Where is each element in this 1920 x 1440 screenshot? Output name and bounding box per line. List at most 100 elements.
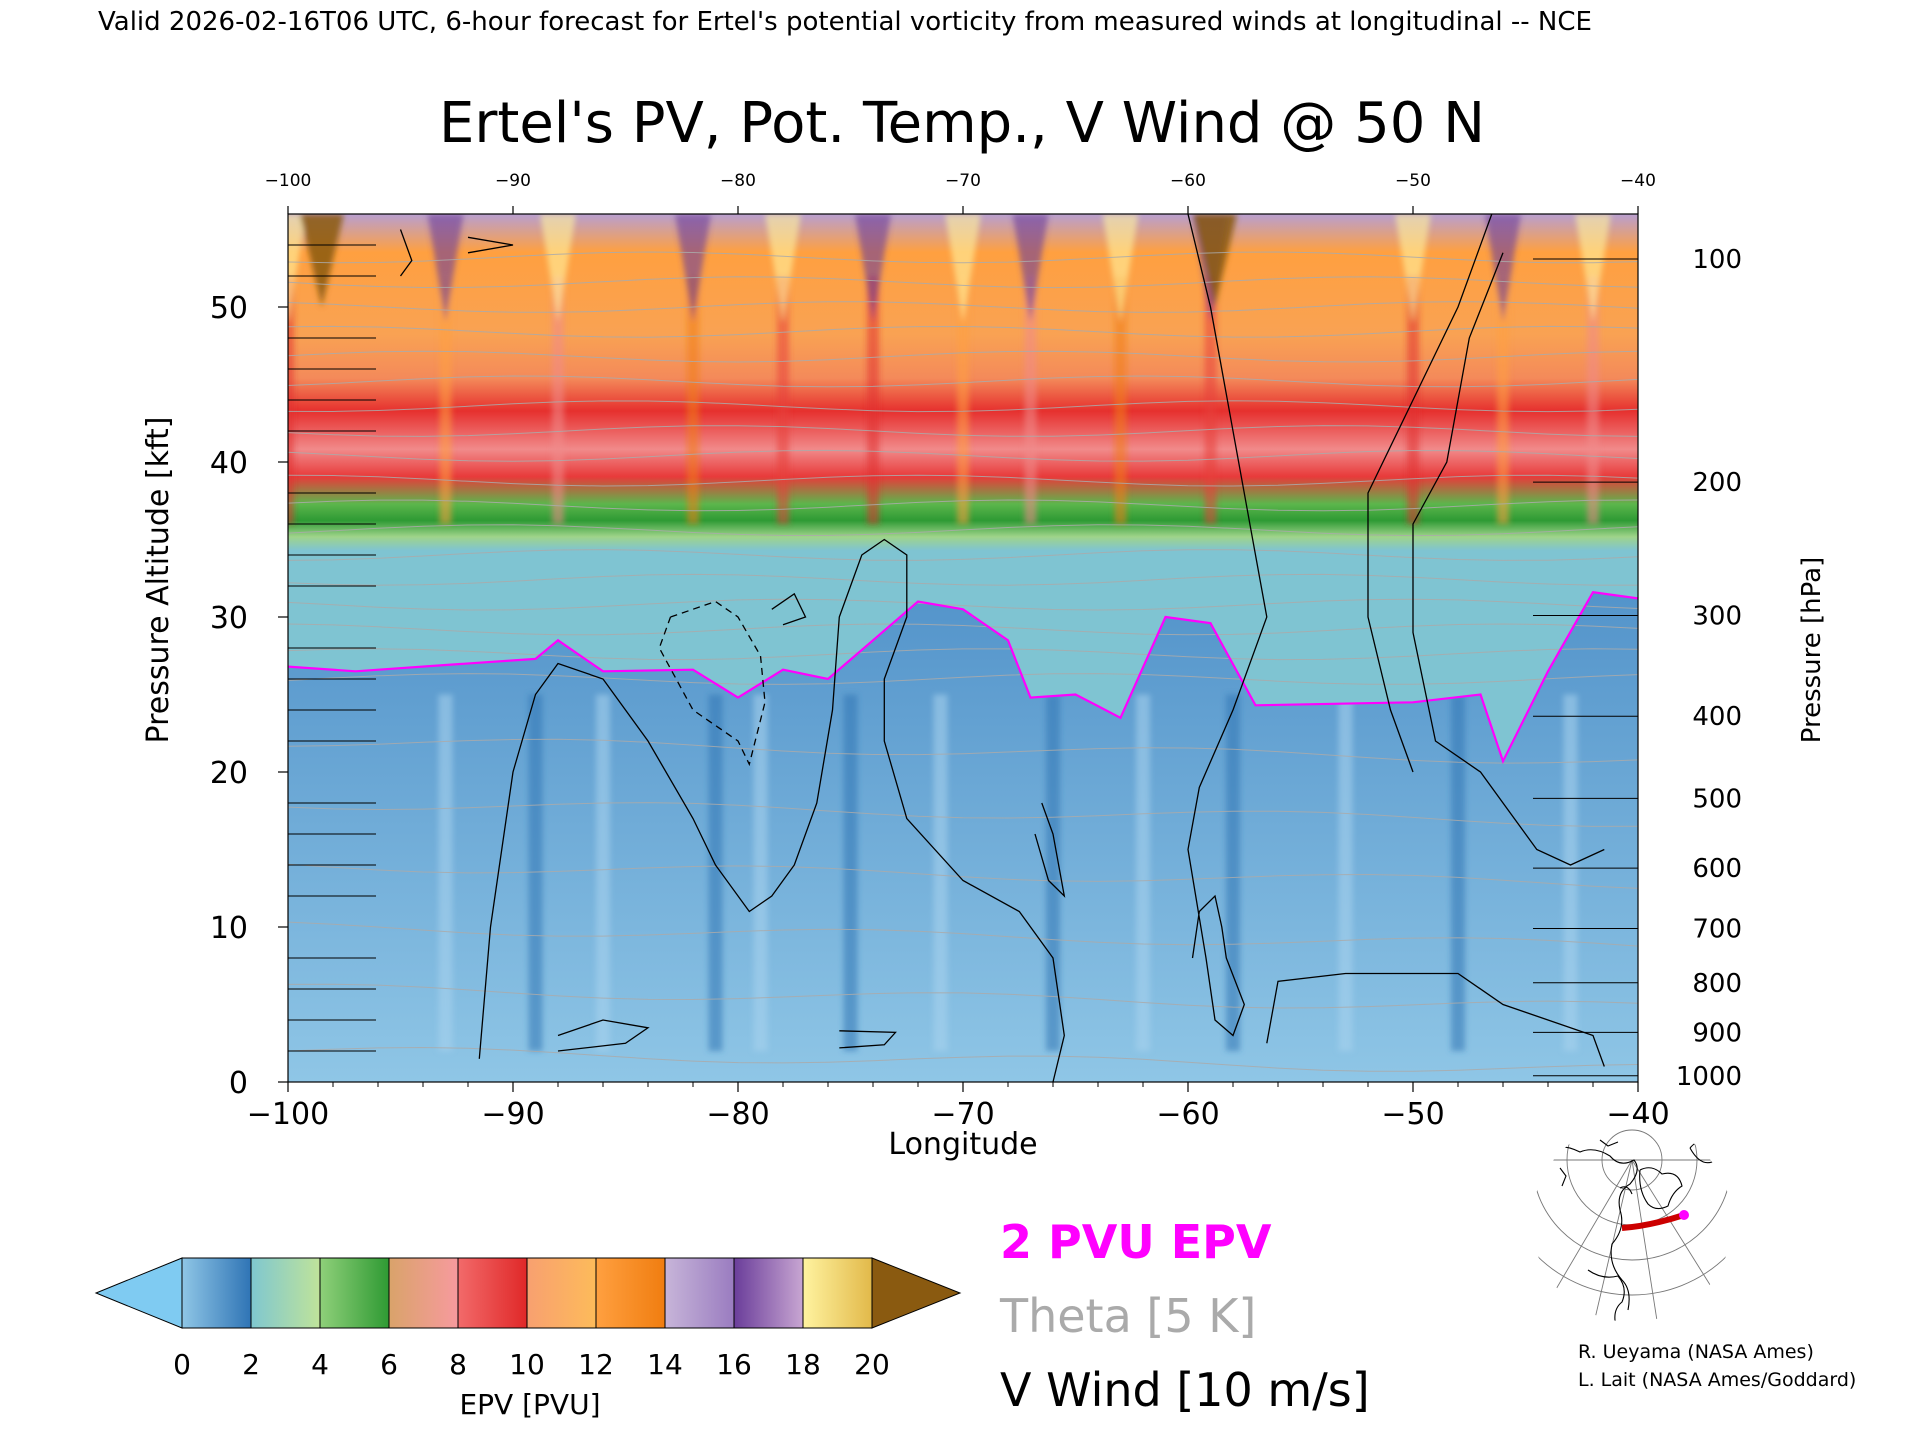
pv-streak: [1395, 214, 1431, 323]
x-top-tick-label: −70: [945, 171, 981, 191]
theta-line: [288, 921, 1638, 947]
colorbar-tick-label: 2: [242, 1348, 260, 1381]
theta-line: [288, 449, 1638, 462]
x-tick-label: −80: [706, 1097, 769, 1132]
colorbar-tick-label: 8: [449, 1348, 467, 1381]
tropo-streak: [1563, 694, 1578, 1051]
y2-axis-label: Pressure [hPa]: [1797, 557, 1827, 744]
tropo-streak: [708, 694, 723, 1051]
colorbar: 0 2 4 6 8 10 12 14 16 18 20: [94, 1257, 962, 1381]
stratosphere-streaks: [288, 214, 1611, 524]
pv-streak: [1204, 276, 1217, 524]
x-tick-label: −70: [931, 1097, 994, 1132]
v-wind-contour: [839, 1030, 897, 1049]
v-wind-contour: [478, 538, 1065, 1082]
credit-line-1: R. Ueyama (NASA Ames): [1578, 1341, 1814, 1363]
pv-streak: [427, 214, 464, 323]
theta-line: [288, 983, 1638, 1009]
colorbar-label: EPV [PVU]: [459, 1388, 600, 1421]
pv-field: [288, 214, 1638, 1082]
credit-line-2: L. Lait (NASA Ames/Goddard): [1578, 1369, 1856, 1391]
pv-streak: [1012, 214, 1049, 323]
colorbar-segment: [733, 1257, 804, 1329]
colorbar-tick-label: 18: [785, 1348, 821, 1381]
v-wind-contour: [467, 236, 514, 254]
map-section-line: [1621, 1212, 1685, 1231]
theta-line: [288, 499, 1638, 512]
pv-streak: [439, 276, 452, 524]
x-tick-label: −90: [481, 1097, 544, 1132]
pv-streak: [777, 276, 789, 524]
chart-title: Ertel's PV, Pot. Temp., V Wind @ 50 N: [439, 91, 1485, 156]
tropo-streak: [1136, 694, 1150, 1051]
colorbar-tick-label: 20: [854, 1348, 890, 1381]
x-axis-label: Longitude: [888, 1127, 1037, 1162]
colorbar-tick-label: 12: [578, 1348, 614, 1381]
v-wind-contour: [771, 592, 807, 626]
pv-2pvu-contour: [288, 591, 1638, 765]
inset-map: [1532, 1122, 1732, 1322]
x-top-tick-label: −40: [1620, 171, 1656, 191]
y-tick-label: 50: [210, 291, 248, 326]
pv-streak: [687, 276, 699, 524]
theta-line: [288, 1046, 1638, 1072]
tropo-streak: [1046, 694, 1060, 1051]
pressure-tick-label: 100: [1692, 245, 1742, 275]
colorbar-tick-label: 10: [509, 1348, 545, 1381]
colorbar-tick-label: 14: [647, 1348, 683, 1381]
y-tick-label: 0: [229, 1066, 248, 1101]
tropo-streak: [596, 694, 610, 1051]
colorbar-tick-label: 16: [716, 1348, 752, 1381]
colorbar-segment: [664, 1257, 735, 1329]
y-tick-label: 20: [210, 756, 248, 791]
colorbar-segment: [388, 1257, 459, 1329]
pressure-tick-label: 300: [1692, 601, 1742, 631]
theta-line: [288, 802, 1638, 827]
colorbar-tick-label: 6: [380, 1348, 398, 1381]
pressure-tick-label: 800: [1692, 969, 1742, 999]
tropo-streak: [1226, 694, 1240, 1051]
tropo-streak: [933, 694, 948, 1051]
colorbar-over-arrow: [871, 1257, 962, 1329]
colorbar-segment: [181, 1257, 252, 1329]
tropo-streak: [753, 694, 768, 1051]
theta-line: [288, 325, 1638, 338]
pressure-tick-label: 200: [1692, 468, 1742, 498]
valid-header: Valid 2026-02-16T06 UTC, 6-hour forecast…: [98, 7, 1592, 37]
theta-line: [288, 251, 1638, 264]
v-wind-contour: [1367, 214, 1493, 773]
pv-streak: [552, 276, 564, 524]
pressure-tick-label: 700: [1692, 915, 1742, 945]
tropo-streak: [1451, 694, 1465, 1051]
theta-line: [288, 276, 1638, 289]
theta-contours: [288, 251, 1638, 1072]
pv-streak: [945, 214, 981, 323]
pressure-tick-label: 600: [1692, 854, 1742, 884]
axes: −100 −100 −90 −90 −80 −80 −70 −70 −60 −60 −50 −50 −4…: [210, 171, 1742, 1132]
y-tick-label: 40: [210, 446, 248, 481]
colorbar-segment: [802, 1257, 873, 1329]
pv-streak: [1485, 214, 1521, 323]
x-top-tick-label: −90: [495, 171, 531, 191]
pv-streak: [1587, 276, 1599, 524]
pv-streak-high: [299, 214, 344, 307]
v-wind-contour: [658, 600, 766, 767]
colorbar-segment: [250, 1257, 321, 1329]
x-top-tick-label: −50: [1395, 171, 1431, 191]
theta-line: [288, 648, 1638, 661]
tropo-streak: [1338, 694, 1353, 1051]
theta-line: [288, 425, 1638, 437]
theta-line: [288, 474, 1638, 487]
x-top-tick-label: −60: [1170, 171, 1206, 191]
troposphere-streaks: [438, 694, 1578, 1051]
tropo-streak: [843, 694, 858, 1051]
legend-item-vwind: V Wind [10 m/s]: [1000, 1363, 1370, 1417]
pv-streak: [957, 276, 969, 524]
theta-line: [288, 738, 1638, 764]
pressure-tick-label: 1000: [1676, 1062, 1742, 1092]
v-wind-contour: [399, 229, 413, 277]
v-wind-contour: [1266, 972, 1605, 1067]
theta-line: [288, 863, 1638, 889]
y-tick-label: 30: [210, 601, 248, 636]
v-wind-contour: [1187, 214, 1268, 1037]
